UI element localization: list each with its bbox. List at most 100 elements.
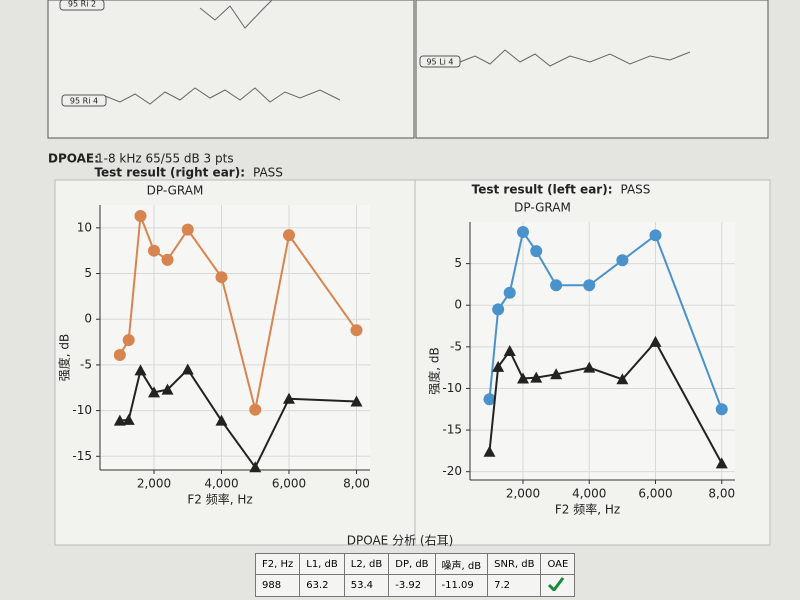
probe-label: 95 Li 4 [426, 58, 453, 67]
y-tick-label: -5 [80, 357, 92, 371]
chart-result: PASS [621, 183, 651, 197]
marker [649, 229, 662, 242]
table-cell: 63.2 [299, 574, 345, 597]
y-tick-label: -10 [442, 381, 462, 395]
x-axis-label: F2 频率, Hz [555, 502, 620, 517]
series-line [118, 215, 358, 410]
probe-panel [47, 0, 415, 139]
column-header: DP, dB [388, 553, 436, 575]
column-header: 噪声, dB [434, 553, 489, 575]
marker [483, 393, 496, 406]
marker [249, 461, 262, 473]
marker [550, 279, 563, 292]
table-cell: 988 [254, 574, 301, 597]
y-tick-label: 10 [77, 220, 92, 234]
marker [181, 363, 194, 375]
marker [616, 373, 629, 385]
y-tick-label: 5 [454, 256, 462, 270]
table-row: 988 63.2 53.4 -3.92 -11.09 7.2 [254, 574, 576, 597]
table-title: DPOAE 分析 (右耳) [347, 533, 454, 548]
column-header: L1, dB [299, 553, 345, 575]
waveform [199, 0, 273, 29]
table: F2, Hz L1, dB L2, dB DP, dB 噪声, dB SNR, dB OAE… [254, 553, 576, 597]
column-header: OAE [540, 553, 576, 575]
marker [583, 279, 596, 292]
y-tick-label: -15 [442, 423, 462, 437]
marker [715, 457, 728, 469]
label-box [419, 55, 461, 68]
marker [530, 371, 543, 383]
chart-title: Test result (left ear): [472, 183, 613, 197]
marker [715, 403, 728, 416]
marker [350, 395, 363, 407]
marker [283, 392, 295, 404]
y-tick-label: 5 [84, 266, 92, 280]
x-tick-label: 6,000 [272, 477, 306, 491]
marker [517, 225, 529, 238]
marker [503, 286, 516, 299]
table-cell: -11.09 [434, 574, 489, 597]
x-tick-label: 8,00 [343, 477, 370, 491]
marker [148, 244, 160, 257]
chart-title: Test result (right ear): [94, 166, 245, 180]
marker [122, 334, 135, 347]
y-tick-label: 0 [84, 312, 92, 326]
y-tick-label: -10 [72, 403, 92, 417]
x-tick-label: 4,000 [204, 477, 238, 491]
table-cell: -3.92 [388, 574, 436, 597]
oae-cell [540, 574, 576, 597]
marker [583, 361, 596, 373]
column-header: F2, Hz [254, 553, 301, 575]
probe-panel [415, 0, 769, 139]
label-box [59, 0, 105, 11]
y-tick-label: -5 [450, 339, 462, 353]
waveform [459, 49, 691, 67]
marker [530, 245, 543, 258]
y-tick-label: 0 [454, 298, 462, 312]
marker [649, 335, 662, 347]
waveform [104, 87, 341, 105]
series-line [119, 367, 357, 470]
label-box [61, 94, 107, 107]
table-cell: 53.4 [343, 574, 390, 597]
column-header: SNR, dB [487, 553, 542, 575]
series-line [488, 340, 723, 464]
marker [215, 414, 228, 426]
chart-result: PASS [253, 166, 283, 180]
header-settings: 1-8 kHz 65/55 dB 3 pts [96, 152, 234, 166]
plot-area [100, 205, 370, 470]
probe-label: 95 Ri 4 [70, 97, 98, 106]
x-tick-label: 8,00 [708, 487, 735, 501]
marker [134, 209, 147, 222]
y-axis-label: 强度, dB [57, 334, 72, 381]
marker [134, 364, 147, 376]
y-tick-label: -15 [72, 449, 92, 463]
marker [350, 324, 363, 337]
marker [249, 403, 262, 416]
marker [503, 345, 516, 356]
marker [181, 223, 194, 236]
table-header: F2, Hz L1, dB L2, dB DP, dB 噪声, dB SNR, dB OAE [254, 553, 576, 575]
probe-label: 95 Ri 2 [68, 0, 96, 9]
y-axis-label: 强度, dB [427, 347, 442, 394]
marker [113, 349, 126, 362]
x-tick-label: 6,000 [638, 487, 672, 501]
marker [550, 368, 563, 380]
marker [283, 229, 295, 242]
x-tick-label: 2,000 [506, 487, 540, 501]
marker [492, 360, 505, 372]
x-axis-label: F2 频率, Hz [187, 492, 252, 507]
marker [517, 372, 529, 384]
x-tick-label: 2,000 [137, 477, 171, 491]
marker [616, 254, 629, 267]
y-tick-label: -20 [442, 464, 462, 478]
column-header: L2, dB [343, 553, 390, 575]
series-line [488, 229, 723, 410]
x-tick-label: 4,000 [572, 487, 606, 501]
marker [161, 383, 174, 395]
marker [122, 413, 135, 425]
marker [215, 271, 228, 284]
plot-area [470, 222, 735, 480]
